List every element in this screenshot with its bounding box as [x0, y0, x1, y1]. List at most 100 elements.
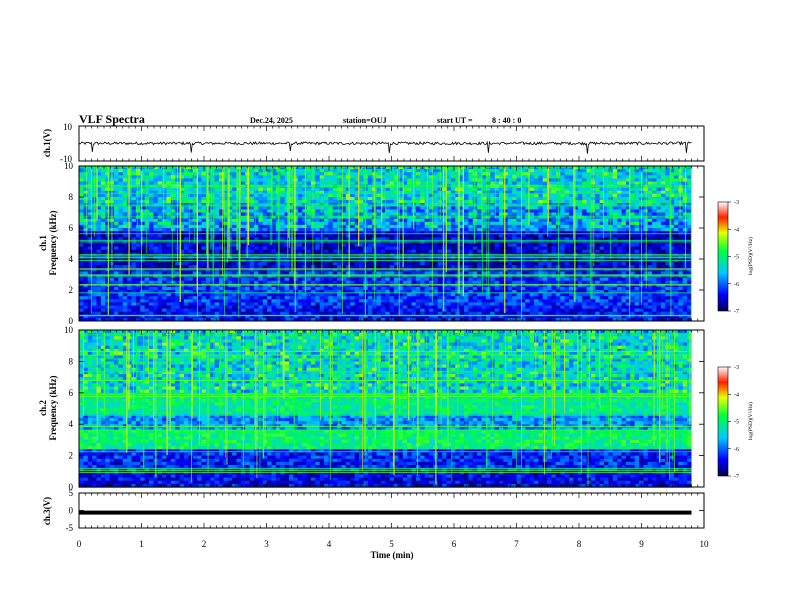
ch1-spec-cell — [687, 166, 692, 170]
ch1-spec-cell — [652, 187, 657, 192]
ch1-spec-cell — [647, 249, 653, 254]
ch1-spec-cell — [258, 212, 264, 216]
ch1-spec-cell — [166, 265, 172, 269]
ch1-spec-cell — [481, 181, 487, 185]
ch1-spec-cell — [634, 231, 640, 235]
ch1-spec-cell — [647, 187, 653, 192]
ch1-spec-cell — [337, 221, 342, 226]
ch1-spec-cell — [249, 271, 255, 275]
ch1-spec-cell — [153, 209, 159, 213]
ch1-spec-cell — [284, 187, 290, 192]
ch1-spec-cell — [542, 224, 548, 229]
ch1-spec-cell — [297, 209, 303, 213]
ch1-spec-cell — [424, 234, 430, 238]
ch1-spec-cell — [529, 172, 535, 176]
ch1-spec-cell — [267, 265, 272, 269]
ch1-spec-cell — [634, 218, 640, 223]
ch1-spec-cell — [542, 193, 548, 198]
ch1-spec-cell — [669, 231, 675, 235]
ch1-spec-cell — [538, 166, 544, 170]
ch1-spec-cell — [520, 187, 526, 192]
ch1-spec-cell — [582, 224, 587, 229]
ch1-spec-cell — [551, 178, 557, 182]
ch1-spec-cell — [595, 224, 600, 229]
ch1-spec-cell — [131, 234, 137, 238]
ch1-spec-cell — [87, 197, 93, 201]
ch1-spec-cell — [634, 212, 640, 216]
ch1-spec-cell — [455, 212, 460, 216]
ch1-spec-cell — [328, 169, 334, 173]
ch1-spec-cell — [376, 221, 382, 226]
ch1-spec-cell — [551, 243, 557, 247]
ch1-spec-cell — [538, 237, 544, 241]
ch1-spec-cell — [354, 212, 360, 216]
ch1-spec-cell — [429, 197, 434, 201]
ch1-spec-cell — [442, 190, 447, 195]
ch1-spec-cell — [170, 200, 176, 204]
ch1-spec-cell — [520, 169, 526, 173]
ch1-spec-cell — [131, 166, 137, 170]
ch1-spec-cell — [83, 206, 89, 210]
ch1-spec-cell — [529, 175, 535, 179]
ch1-spec-cell — [197, 228, 202, 232]
ch1-spec-cell — [450, 187, 456, 192]
ch1-spec-cell — [407, 228, 412, 232]
ch1-spec-cell — [678, 237, 684, 241]
ch1-spec-cell — [503, 172, 509, 176]
ch1-spec-cell — [459, 175, 465, 179]
ch1-spec-cell — [385, 206, 390, 210]
ch1-spec-cell — [582, 234, 587, 238]
ch1-spec-cell — [551, 237, 557, 241]
ch1-spec-cell — [560, 169, 565, 173]
ch1-spec-cell — [586, 200, 592, 204]
ch1-spec-cell — [254, 221, 259, 226]
ch1-spec-cell — [586, 228, 592, 232]
ch1-spec-cell — [337, 206, 342, 210]
ch1-spec-cell — [280, 172, 285, 176]
ch1-spec-cell — [227, 175, 233, 179]
ch1-spec-cell — [429, 224, 434, 229]
ch1-spec-cell — [367, 231, 373, 235]
ch1-spec-cell — [529, 206, 535, 210]
ch1-spec-cell — [262, 193, 268, 198]
ch1-spec-cell — [306, 200, 312, 204]
ch1-spec-cell — [604, 262, 609, 266]
ch1-spec-cell — [297, 262, 303, 266]
ch1-spec-cell — [520, 193, 526, 198]
ch1-spec-cell — [135, 178, 141, 182]
ch1-spec-cell — [538, 212, 544, 216]
ch1-spec-cell — [341, 271, 347, 275]
ch1-spec-cell — [192, 231, 198, 235]
ch1-spec-cell — [660, 187, 666, 192]
ch1-spec-cell — [407, 224, 412, 229]
ch1-spec-cell — [634, 271, 640, 275]
ch1-spec-cell — [411, 271, 417, 275]
ch1-spec-cell — [595, 212, 600, 216]
ch1-spec-cell — [354, 209, 360, 213]
ch1-spec-cell — [179, 197, 185, 201]
ch1-spec-cell — [192, 265, 198, 269]
ch1-spec-cell — [547, 218, 552, 223]
ch1-spec-cell — [359, 212, 364, 216]
ch1-spec-cell — [599, 206, 605, 210]
ch1-spec-cell — [232, 218, 237, 223]
ch1-spec-cell — [569, 243, 574, 247]
ch1-spec-cell — [621, 200, 627, 204]
ch1-spec-cell — [643, 181, 649, 185]
ch1-spec-cell — [599, 246, 605, 250]
ch1-spec-cell — [450, 228, 456, 232]
ch1-spec-cell — [232, 193, 237, 198]
ch1-spec-cell — [280, 193, 285, 198]
ch1-spec-cell — [201, 193, 207, 198]
ch1-spec-cell — [660, 206, 666, 210]
ch1-spec-cell — [232, 243, 237, 247]
ch1-spec-cell — [280, 246, 285, 250]
ch1-spec-cell — [223, 231, 229, 235]
ch1-spec-cell — [394, 243, 399, 247]
ch1-spec-cell — [442, 197, 447, 201]
ch1-spec-cell — [687, 172, 692, 176]
ch1-spec-cell — [170, 237, 176, 241]
ch1-spec-cell — [577, 221, 583, 226]
ch1-spec-cell — [184, 237, 189, 241]
ch1-spec-cell — [577, 190, 583, 195]
